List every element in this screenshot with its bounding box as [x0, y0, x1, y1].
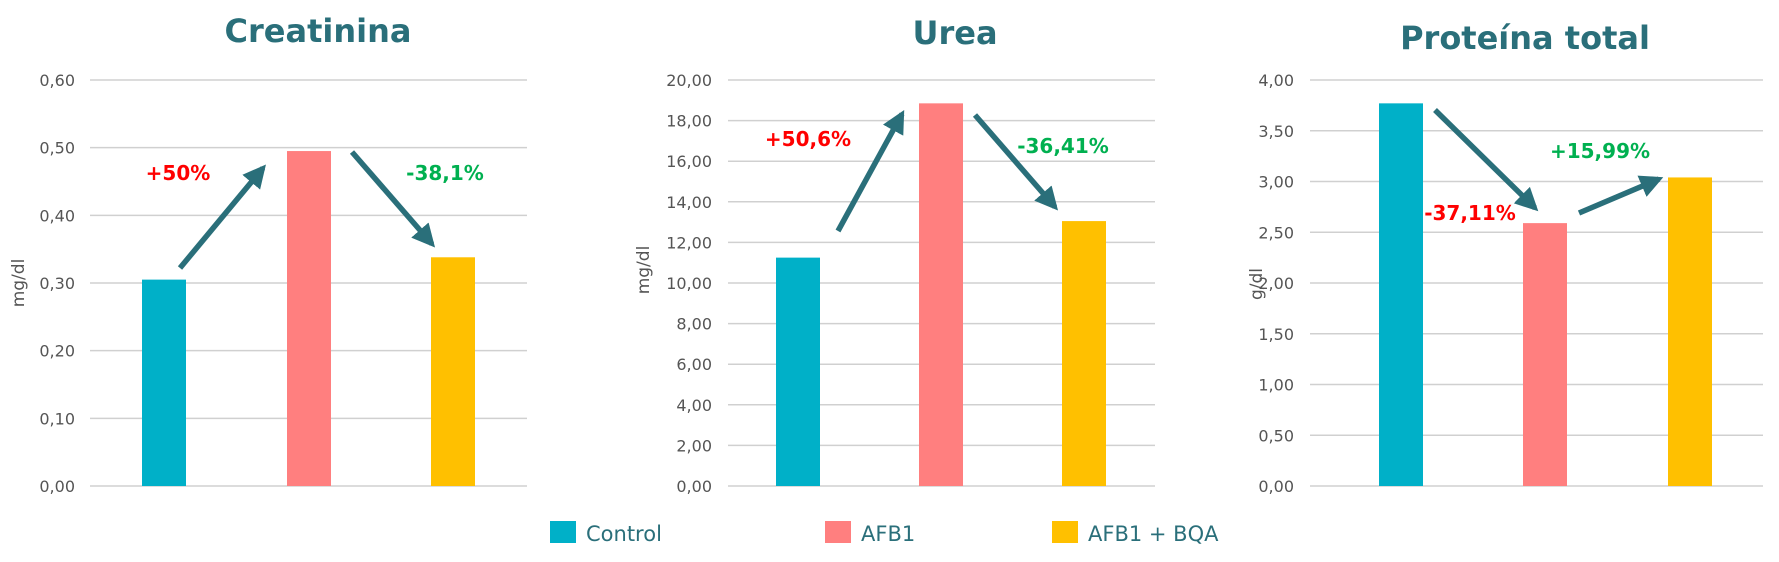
y-tick-label: 0,30 [39, 274, 75, 293]
change-annotation: +50% [146, 161, 211, 185]
bar-1 [776, 257, 820, 486]
y-axis-label: mg/dl [634, 246, 654, 295]
trend-arrow [1433, 108, 1539, 212]
y-tick-label: 14,00 [666, 193, 712, 212]
trend-arrow [1577, 175, 1664, 216]
y-tick-label: 1,00 [1258, 376, 1294, 395]
y-tick-label: 6,00 [676, 355, 712, 374]
y-tick-label: 0,40 [39, 206, 75, 225]
y-tick-label: 0,50 [1258, 426, 1294, 445]
y-tick-label: 2,00 [676, 436, 712, 455]
y-tick-label: 3,00 [1258, 173, 1294, 192]
change-annotation: -38,1% [406, 161, 484, 185]
y-tick-label: 3,50 [1258, 122, 1294, 141]
y-tick-label: 0,20 [39, 342, 75, 361]
y-tick-label: 8,00 [676, 315, 712, 334]
y-tick-label: 18,00 [666, 112, 712, 131]
legend-label: AFB1 + BQA [1088, 522, 1219, 546]
chart-panel-1: Creatinina 0,00 0,10 0,20 0,30 0,40 0,50 0,60 mg… [9, 12, 527, 496]
y-tick-label: 1,50 [1258, 325, 1294, 344]
y-tick-label: 12,00 [666, 233, 712, 252]
y-tick-label: 16,00 [666, 152, 712, 171]
y-tick-label: 4,00 [1258, 71, 1294, 90]
y-tick-label: 0,10 [39, 409, 75, 428]
legend: Control AFB1 AFB1 + BQA [550, 521, 1219, 546]
change-annotation: +50,6% [765, 127, 851, 151]
bar-3 [1062, 221, 1106, 486]
bar-1 [142, 279, 186, 486]
bar-3 [431, 257, 475, 486]
trend-arrow [835, 109, 905, 233]
trend-arrow [349, 150, 436, 248]
y-tick-label: 0,00 [676, 477, 712, 496]
legend-swatch [1052, 521, 1078, 543]
trend-arrow [972, 113, 1059, 211]
bar-2 [919, 103, 963, 486]
change-annotation: -37,11% [1424, 201, 1516, 225]
change-annotation: -36,41% [1017, 134, 1109, 158]
legend-label: AFB1 [861, 522, 915, 546]
y-tick-label: 2,00 [1258, 274, 1294, 293]
legend-swatch [550, 521, 576, 543]
bar-3 [1668, 177, 1712, 486]
chart-title: Urea [912, 14, 997, 52]
y-tick-label: 0,00 [1258, 477, 1294, 496]
trend-arrow [177, 164, 266, 270]
y-tick-label: 20,00 [666, 71, 712, 90]
y-tick-label: 4,00 [676, 396, 712, 415]
bar-2 [1523, 223, 1567, 487]
y-tick-label: 2,50 [1258, 223, 1294, 242]
legend-swatch [825, 521, 851, 543]
chart-title: Creatinina [225, 12, 412, 50]
y-tick-label: 0,50 [39, 139, 75, 158]
y-tick-label: 0,00 [39, 477, 75, 496]
bar-1 [1379, 103, 1423, 486]
y-tick-label: 10,00 [666, 274, 712, 293]
y-tick-label: 0,60 [39, 71, 75, 90]
chart-title: Proteína total [1400, 19, 1650, 57]
bar-2 [287, 151, 331, 487]
chart-panel-2: Urea 0,00 2,00 4,00 6,00 8,00 10,00 12,00 14,00 1… [634, 14, 1155, 496]
legend-label: Control [586, 522, 662, 546]
change-annotation: +15,99% [1550, 139, 1650, 163]
y-axis-label: mg/dl [9, 259, 29, 308]
y-axis-label: g/dl [1247, 268, 1267, 300]
chart-panel-3: Proteína total 0,00 0,50 1,00 1,50 2,00 2,50 3,… [1247, 19, 1763, 496]
